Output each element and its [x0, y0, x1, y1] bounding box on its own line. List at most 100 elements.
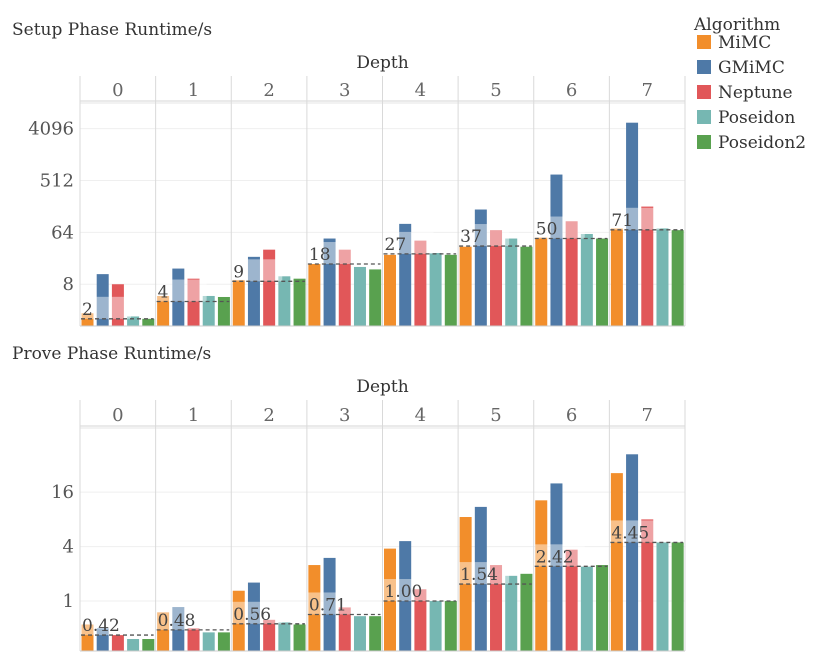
reference-label: 9 — [233, 262, 244, 282]
bar-mimc-depth-7 — [610, 473, 623, 651]
facet-label-depth-6: 6 — [566, 80, 577, 101]
bar-mimc-depth-0 — [81, 313, 94, 326]
bar-poseidon2-depth-7 — [671, 542, 684, 651]
facet-label-depth-0: 0 — [112, 405, 123, 426]
bar-neptune-depth-2 — [263, 619, 276, 651]
bar-gmimc-depth-3 — [323, 238, 336, 326]
facet-label-depth-1: 1 — [188, 80, 199, 101]
legend-label-gmimc: GMiMC — [718, 58, 785, 78]
bar-poseidon2-depth-4 — [444, 601, 457, 651]
bar-neptune-depth-4 — [414, 589, 427, 651]
panel-prove: Prove Phase Runtime/s Depth 1 4 16 0 0.42 1 0.48… — [12, 344, 686, 652]
facet-label-depth-5: 5 — [490, 405, 501, 426]
bar-neptune-depth-1 — [187, 278, 200, 326]
y-tick-label: 8 — [63, 274, 74, 295]
legend-title: Algorithm — [693, 15, 780, 35]
reference-band — [156, 607, 207, 630]
bar-neptune-depth-2 — [263, 249, 276, 326]
bar-neptune-depth-7 — [641, 206, 654, 326]
facet-axis-label: Depth — [356, 53, 408, 73]
reference-band — [81, 613, 131, 636]
bar-poseidon-depth-0 — [127, 639, 140, 651]
bar-mimc-depth-3 — [308, 264, 321, 326]
bar-mimc-depth-6 — [535, 500, 548, 651]
reference-label: 50 — [536, 220, 558, 240]
bar-mimc-depth-6 — [535, 237, 548, 326]
legend-label-mimc: MiMC — [718, 33, 771, 53]
bar-gmimc-depth-1 — [172, 268, 185, 326]
bar-poseidon-depth-0 — [127, 316, 140, 326]
bar-poseidon2-depth-0 — [142, 318, 155, 326]
facet-label-depth-4: 4 — [415, 80, 426, 101]
bar-mimc-depth-0 — [81, 624, 94, 651]
bar-poseidon-depth-4 — [429, 601, 442, 651]
bar-poseidon-depth-4 — [429, 252, 442, 326]
legend-swatch-gmimc — [697, 60, 711, 74]
bar-mimc-depth-7 — [610, 228, 623, 326]
bar-poseidon2-depth-6 — [596, 565, 609, 651]
bar-mimc-depth-1 — [157, 612, 170, 651]
reference-label: 0.48 — [158, 611, 196, 631]
bar-gmimc-depth-0 — [96, 274, 109, 326]
bar-poseidon-depth-2 — [278, 622, 291, 651]
bar-neptune-depth-1 — [187, 628, 200, 651]
bar-poseidon-depth-6 — [580, 566, 593, 651]
y-tick-label: 4 — [63, 537, 74, 558]
bar-neptune-depth-5 — [490, 230, 503, 326]
panel-setup: Setup Phase Runtime/sDepth86451240960214… — [12, 20, 686, 327]
panel-title: Prove Phase Runtime/s — [12, 344, 211, 364]
bar-poseidon-depth-1 — [202, 632, 215, 651]
legend-swatch-poseidon2 — [697, 135, 711, 149]
reference-band — [232, 259, 283, 282]
bar-neptune-depth-0 — [111, 284, 124, 326]
bar-poseidon2-depth-7 — [671, 230, 684, 326]
bar-mimc-depth-3 — [308, 565, 321, 651]
legend-swatch-neptune — [697, 85, 711, 99]
bar-gmimc-depth-4 — [399, 223, 412, 326]
bar-gmimc-depth-7 — [626, 454, 639, 651]
bar-neptune-depth-3 — [338, 249, 351, 326]
bar-poseidon-depth-3 — [353, 266, 366, 326]
panel-title: Setup Phase Runtime/s — [12, 20, 212, 40]
bar-mimc-depth-1 — [157, 295, 170, 326]
reference-label: 4.45 — [611, 523, 649, 543]
legend-swatch-mimc — [697, 35, 711, 49]
reference-band — [534, 216, 585, 239]
reference-label: 37 — [460, 227, 482, 247]
facet-label-depth-1: 1 — [188, 405, 199, 426]
reference-label: 2.42 — [536, 547, 574, 567]
reference-label: 1.00 — [385, 582, 423, 602]
reference-band — [232, 601, 283, 624]
bar-poseidon2-depth-2 — [293, 278, 306, 326]
legend-label-poseidon: Poseidon — [718, 108, 795, 128]
bar-poseidon-depth-1 — [202, 295, 215, 326]
facet-label-depth-0: 0 — [112, 80, 123, 101]
facet-label-depth-2: 2 — [263, 405, 274, 426]
bar-mimc-depth-2 — [232, 279, 245, 326]
reference-label: 27 — [385, 235, 407, 255]
bar-poseidon2-depth-2 — [293, 624, 306, 651]
reference-band — [307, 242, 358, 265]
bar-gmimc-depth-4 — [399, 541, 412, 651]
bar-gmimc-depth-5 — [474, 506, 487, 651]
bar-neptune-depth-0 — [111, 635, 124, 651]
facet-label-depth-2: 2 — [263, 80, 274, 101]
bar-mimc-depth-5 — [459, 517, 472, 651]
reference-label: 0.56 — [233, 605, 271, 625]
bar-neptune-depth-3 — [338, 607, 351, 651]
bar-poseidon2-depth-5 — [520, 573, 533, 651]
reference-label: 2 — [82, 300, 93, 320]
reference-label: 71 — [611, 211, 633, 231]
bar-poseidon2-depth-1 — [217, 296, 230, 326]
reference-label: 4 — [158, 283, 169, 303]
reference-band — [459, 224, 510, 247]
bar-poseidon2-depth-6 — [596, 238, 609, 326]
reference-band — [534, 544, 585, 567]
y-tick-label: 4096 — [28, 119, 74, 140]
bar-gmimc-depth-6 — [550, 174, 563, 326]
reference-label: 1.54 — [460, 565, 498, 585]
bar-mimc-depth-2 — [232, 590, 245, 651]
bar-poseidon2-depth-1 — [217, 632, 230, 651]
